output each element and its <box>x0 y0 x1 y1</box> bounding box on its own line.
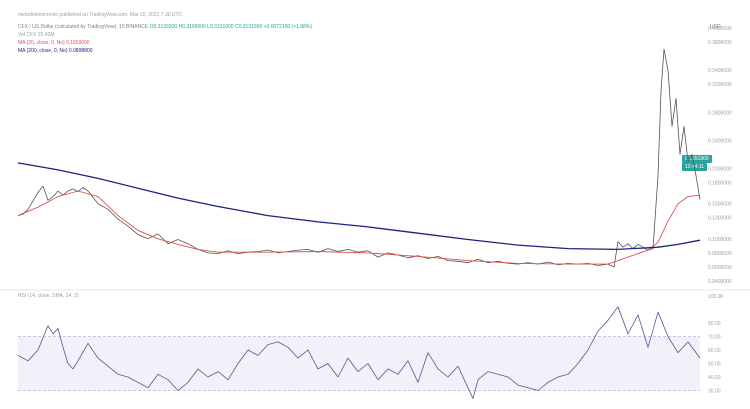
rsi-band <box>18 336 700 391</box>
price-y-tick: 0.2800000 <box>708 110 732 116</box>
price-y-tick: 0.0600000 <box>708 265 732 271</box>
price-y-tick: 0.0400000 <box>708 279 732 285</box>
published-line: metodebinomomo published on TradingView.… <box>18 12 183 18</box>
price-y-tick: 0.0800000 <box>708 251 732 257</box>
rsi-legend: RSI (14, close, SMA, 14, 2) <box>18 293 79 299</box>
ohlc-values: O0.3139300 H0.3199600 L0.3131000 C0.3131… <box>149 24 312 30</box>
rsi-y-tick: 50.00 <box>708 362 721 368</box>
price-y-tick: 0.3200000 <box>708 82 732 88</box>
price-y-tick: 0.1000000 <box>708 237 732 243</box>
price-y-tick: 0.3400000 <box>708 68 732 74</box>
price-y-tick: 0.1300000 <box>708 216 732 222</box>
rsi-series-0 <box>17 306 701 400</box>
rsi-y-tick: 60.00 <box>708 348 721 354</box>
price-y-tick: 0.1800000 <box>708 181 732 187</box>
symbol-line: CFX / US Dollar (calculated by TradingVi… <box>18 24 149 30</box>
ma-blue-legend: MA (200, close, 0, No) 0.0898800 <box>18 48 93 54</box>
price-y-tick: 0.2000000 <box>708 167 732 173</box>
price-y-tick: 0.4000000 <box>708 26 732 32</box>
rsi-y-tick: 70.00 <box>708 335 721 341</box>
price-series-0 <box>17 48 701 268</box>
price-y-tick: 0.2400000 <box>708 138 732 144</box>
rsi-y-tick: 80.00 <box>708 321 721 327</box>
price-series-1 <box>17 190 701 265</box>
price-y-tick: 0.3800000 <box>708 40 732 46</box>
price-y-tick: 0.1500000 <box>708 202 732 208</box>
vol-legend: Vol CFX 25.42M <box>18 32 55 38</box>
price-series-2 <box>17 162 701 251</box>
rsi-y-tick: 30.00 <box>708 389 721 395</box>
ma-red-legend: MA (20, close, 0, No) 0.1659000 <box>18 40 90 46</box>
rsi-y-tick: 40.00 <box>708 375 721 381</box>
currency-label: USD <box>710 24 721 30</box>
rsi-y-tick: 100.00 <box>708 294 724 300</box>
last-price-tag: 0.1551900 <box>682 155 712 163</box>
symbol-ohlc-line: CFX / US Dollar (calculated by TradingVi… <box>18 24 312 30</box>
